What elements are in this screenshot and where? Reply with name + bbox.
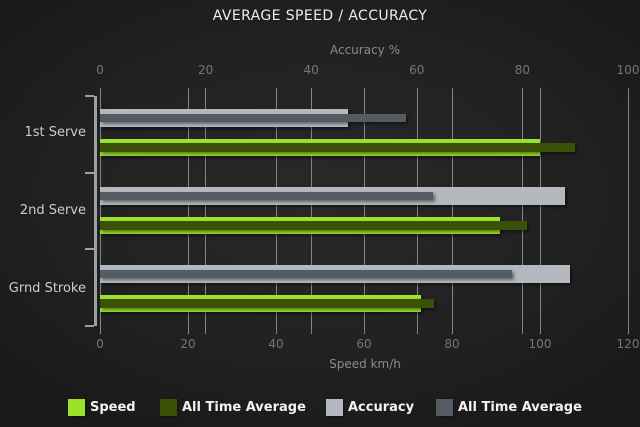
- legend-swatch: [160, 399, 177, 416]
- bottom-tick-label: 40: [268, 337, 284, 351]
- gridline: [310, 88, 312, 334]
- y-axis-tick: [85, 248, 94, 251]
- chart-title: AVERAGE SPEED / ACCURACY: [212, 8, 428, 24]
- gridline: [275, 88, 277, 334]
- category-label: 2nd Serve: [19, 203, 86, 218]
- gridline: [522, 88, 523, 334]
- bottom-tick-label: 80: [444, 337, 460, 351]
- gridline: [205, 88, 206, 334]
- top-axis-title: Accuracy %: [329, 43, 400, 57]
- y-axis-tick: [85, 325, 94, 327]
- legend-label: All Time Average: [182, 400, 306, 415]
- bar-all-time-average: [100, 191, 433, 200]
- legend-label: Accuracy: [348, 400, 415, 415]
- y-axis-tick: [85, 171, 94, 174]
- legend-label: All Time Average: [458, 400, 582, 415]
- bottom-tick-label: 120: [616, 337, 640, 351]
- top-tick-label: 40: [303, 63, 319, 77]
- legend-label: Speed: [90, 400, 136, 415]
- gridline: [416, 88, 418, 334]
- legend-swatch: [326, 399, 343, 416]
- top-tick-label: 20: [197, 63, 214, 77]
- bottom-tick-label: 100: [528, 337, 552, 351]
- bottom-tick-label: 0: [96, 337, 104, 351]
- top-tick-label: 60: [409, 63, 425, 77]
- legend-swatch: [436, 399, 453, 416]
- bar-all-time-average: [100, 269, 512, 278]
- gridline: [539, 88, 541, 334]
- y-axis-line: [94, 96, 97, 326]
- category-label: Grnd Stroke: [8, 281, 86, 296]
- gridline: [187, 88, 189, 334]
- bottom-tick-label: 60: [356, 337, 372, 351]
- top-tick-label: 80: [514, 63, 531, 77]
- legend-swatch: [68, 399, 85, 416]
- gridline: [627, 88, 629, 334]
- bar-all-time-average: [100, 299, 435, 308]
- bottom-axis-title: Speed km/h: [329, 357, 401, 371]
- gridline: [363, 88, 365, 334]
- top-tick-label: 0: [96, 63, 104, 77]
- bar-all-time-average: [100, 113, 407, 122]
- bar-all-time-average: [100, 143, 576, 152]
- gridline: [451, 88, 453, 334]
- bottom-tick-label: 20: [180, 337, 196, 351]
- y-axis-tick: [85, 95, 94, 97]
- category-label: 1st Serve: [24, 125, 86, 140]
- top-tick-label: 100: [616, 63, 640, 77]
- gridline: [99, 88, 101, 334]
- bar-all-time-average: [100, 221, 527, 230]
